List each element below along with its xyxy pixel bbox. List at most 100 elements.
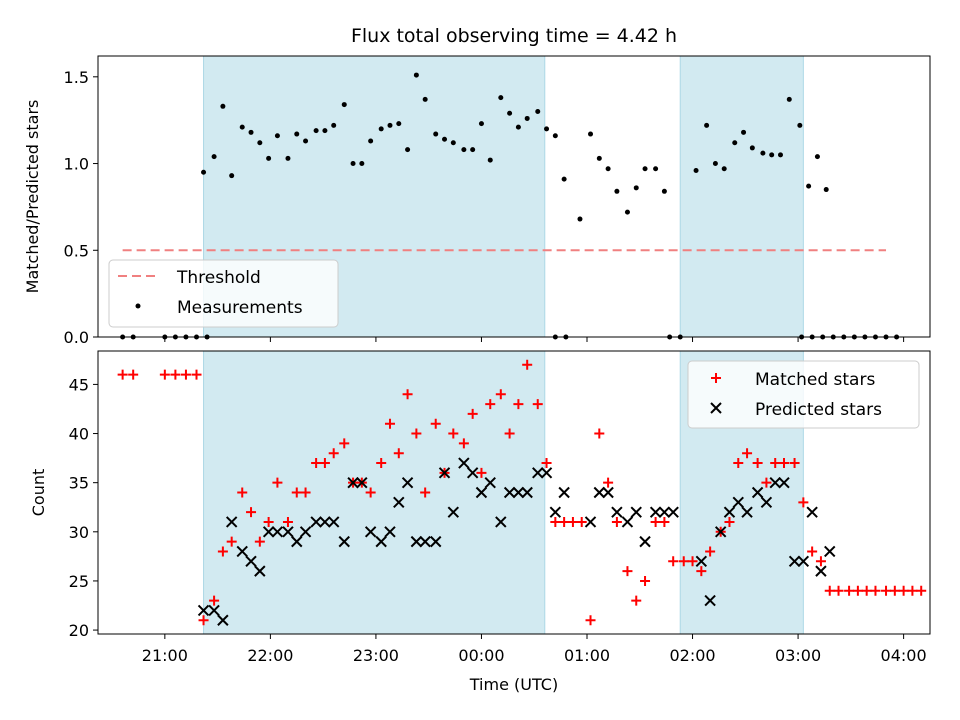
predicted-stars-point [475, 486, 488, 499]
count-y-axis-label: Count [29, 469, 48, 517]
x-tick-label: 04:00 [881, 646, 927, 665]
matched-stars-point [631, 595, 642, 606]
matched-stars-point [640, 575, 651, 586]
measurement-point [741, 129, 747, 135]
matched-stars-point [191, 369, 202, 380]
predicted-stars-point [393, 496, 405, 509]
measurement-point [285, 155, 291, 161]
count-y-tick-label: 45 [69, 375, 89, 394]
predicted-stars-point [364, 526, 377, 538]
measurement-point [614, 188, 620, 194]
measurement-point [422, 96, 428, 102]
predicted-stars-point [788, 555, 801, 567]
matched-stars-point [733, 458, 744, 469]
ratio-panel-frame [97, 55, 931, 338]
matched-stars-point [117, 369, 128, 380]
measurement-point [704, 122, 710, 128]
measurement-point [487, 157, 493, 163]
predicted-stars-point [532, 467, 544, 479]
matched-stars-point [263, 516, 274, 527]
predicted-stars-point [540, 467, 553, 479]
matched-stars-point [282, 516, 293, 527]
matched-stars-point [668, 556, 679, 567]
measurement-point [266, 155, 272, 161]
ratio-legend: Threshold Measurements [108, 259, 339, 328]
measurement-point [303, 138, 309, 144]
measurement-point [413, 72, 419, 78]
predicted-stars-point [458, 457, 470, 469]
measurement-point [749, 145, 755, 151]
predicted-stars-point [778, 476, 790, 489]
matched-stars-point [659, 516, 670, 527]
threshold-legend-label: Threshold [176, 268, 261, 288]
predicted-stars-point [714, 526, 727, 538]
matched-stars-point [833, 585, 844, 596]
measurement-point [331, 122, 337, 128]
count-legend: Matched stars Predicted stars [687, 360, 920, 429]
x-tick-label: 00:00 [458, 646, 504, 665]
matched-stars-point [852, 585, 863, 596]
matched-stars-legend-label: Matched stars [755, 370, 875, 390]
predicted-stars-point [282, 526, 294, 538]
matched-stars-point [272, 477, 283, 488]
measurement-point [561, 176, 567, 182]
matched-stars-point [916, 585, 927, 596]
matched-stars-point [576, 516, 587, 527]
predicted-stars-point [741, 506, 753, 518]
ratio-panel: 0.0 0.5 1.0 1.5 Matched/Predicted stars Thr… [23, 55, 931, 347]
predicted-stars-point [704, 594, 716, 607]
measurement-point [350, 161, 356, 167]
predicted-stars-point [584, 516, 597, 528]
predicted-stars-point [503, 486, 516, 499]
matched-stars-point [585, 615, 596, 626]
predicted-stars-point [271, 526, 284, 538]
matched-stars-point [384, 418, 395, 429]
predicted-stars-point [593, 486, 606, 499]
predicted-stars-point [419, 535, 431, 548]
measurement-point [461, 147, 467, 153]
matched-stars-point [448, 428, 459, 439]
predicted-stars-point [495, 516, 507, 528]
measurement-point [294, 131, 300, 137]
predicted-stars-point [630, 506, 642, 518]
measurement-point [220, 103, 226, 109]
predicted-stars-point [611, 506, 623, 518]
predicted-stars-legend-label: Predicted stars [755, 400, 882, 420]
matched-stars-point [678, 556, 689, 567]
measurement-point [769, 152, 775, 158]
matched-stars-point [339, 438, 350, 449]
measurement-point [814, 154, 820, 160]
measurements-legend-swatch [135, 303, 141, 309]
x-tick-label: 22:00 [247, 646, 293, 665]
matched-stars-point [779, 458, 790, 469]
matched-stars-point [687, 556, 698, 567]
predicted-stars-point [769, 476, 781, 489]
predicted-stars-point [806, 506, 818, 518]
matched-stars-point [594, 428, 605, 439]
measurement-point [661, 188, 667, 194]
measurement-point [524, 115, 530, 121]
matched-stars-point [752, 458, 763, 469]
measurement-point [248, 129, 254, 135]
matched-stars-point [815, 556, 826, 567]
matched-stars-point [328, 448, 339, 459]
count-y-tick-label: 35 [69, 474, 89, 493]
matched-stars-point [402, 389, 413, 400]
measurement-point [653, 166, 659, 172]
matched-stars-point [254, 536, 265, 547]
matched-stars-point [198, 615, 209, 626]
measurement-point [712, 161, 718, 167]
matched-stars-point [907, 585, 918, 596]
predicted-stars-point [723, 506, 736, 518]
matched-stars-point [870, 585, 881, 596]
predicted-stars-point [401, 476, 414, 489]
matched-stars-point [393, 448, 404, 459]
predicted-stars-point [602, 486, 614, 499]
matched-stars-point [458, 438, 469, 449]
matched-stars-point [246, 507, 257, 518]
predicted-stars-point [667, 506, 679, 518]
measurement-point [239, 124, 245, 130]
matched-stars-point [622, 566, 633, 577]
measurement-point [633, 185, 639, 191]
predicted-stars-point [447, 506, 460, 518]
